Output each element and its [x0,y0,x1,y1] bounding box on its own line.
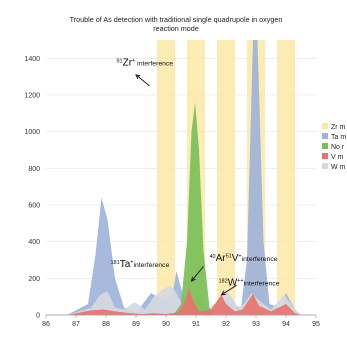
legend-label: Ta m [331,134,346,141]
series-area-no-r [173,102,214,315]
chart-title-line-1: Trouble of As detection with traditional… [70,15,283,24]
annotation-label: 40Ar51V+interference [210,253,278,264]
legend: Zr m Ta m No r V m W m [322,123,346,171]
annotation-arrowhead [220,290,227,296]
y-tick-label: 1400 [24,56,40,63]
legend-swatch [322,163,328,169]
x-tick-label: 91 [192,321,200,328]
chart-title-line-2: reaction mode [153,24,199,33]
x-tick-label: 95 [312,321,320,328]
annotation-arrowhead [190,276,196,282]
chart-title: Trouble of As detection with traditional… [70,15,283,33]
x-tick-label: 92 [222,321,230,328]
y-tick-label: 600 [28,203,40,210]
x-tick-label: 88 [102,321,110,328]
y-tick-label: 800 [28,166,40,173]
legend-swatch [322,143,328,149]
axes: 0 200 400 600 800 1000 1200 1400 86 87 88 89 90 91 92 9… [24,56,320,328]
legend-swatch [322,123,328,129]
highlight-bands [157,40,295,315]
x-tick-label: 89 [132,321,140,328]
gridlines [46,58,316,316]
highlight-band [277,40,295,315]
y-tick-label: 1200 [24,93,40,100]
highlight-band [217,40,235,315]
x-tick-label: 93 [252,321,260,328]
y-tick-label: 200 [28,276,40,283]
annotation-arrow [191,266,204,282]
annotation-label: 182W++interference [219,277,280,288]
y-tick-label: 400 [28,239,40,246]
series-area-v-m [67,287,301,315]
x-tick-label: 87 [72,321,80,328]
y-tick-label: 0 [36,313,40,320]
annotation-arrowhead [135,74,141,80]
annotation-label: 181Ta+interference [111,259,170,270]
highlight-band [157,40,175,315]
legend-label: Zr m [331,124,346,131]
legend-label: V m [331,154,344,161]
legend-swatch [322,133,328,139]
y-tick-label: 1000 [24,129,40,136]
x-tick-label: 86 [42,321,50,328]
series-areas [67,40,301,315]
series-area-w-m [67,285,301,315]
legend-label: W m [331,164,346,171]
x-tick-label: 90 [162,321,170,328]
annotation-label: 91Zr+ interference [117,58,174,69]
annotation-arrow [221,284,237,296]
annotations: 91Zr+ interference 181Ta+interference 40Ar… [111,58,280,296]
legend-swatch [322,153,328,159]
annotation-arrow [135,74,150,87]
x-tick-label: 94 [282,321,290,328]
legend-label: No r [331,144,345,151]
series-area-ta-m [67,40,301,315]
